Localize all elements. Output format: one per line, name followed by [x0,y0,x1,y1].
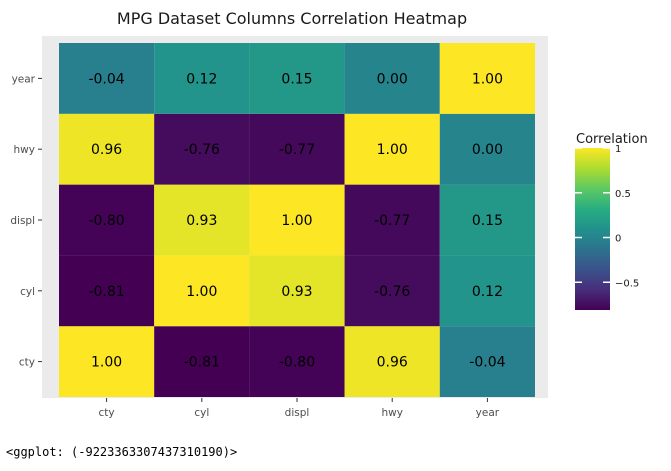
cell-label-cyl-year: 0.12 [472,284,503,300]
cell-output-text: <ggplot: (-9223363307437310190)> [6,445,238,459]
legend-tick-label-2: 0 [615,234,621,245]
cell-label-hwy-hwy: 1.00 [377,142,408,158]
heatmap-cell-year-cty [59,43,155,114]
heatmap-cells [59,43,535,397]
heatmap-cell-year-displ [249,43,345,114]
cell-label-hwy-year: 0.00 [472,142,503,158]
heatmap-cell-cty-cyl [154,326,250,397]
heatmap-cell-year-year [439,43,535,114]
heatmap-cell-cyl-cyl [154,255,250,327]
y-tick-label-displ: displ [10,215,35,227]
legend-title: Correlation [576,132,648,147]
cell-label-displ-cty: -0.80 [88,213,124,229]
heatmap-cell-cyl-cty [59,255,155,327]
heatmap-cell-displ-year [439,184,535,256]
heatmap-cell-labels: 1.00 -0.81 -0.80 0.96 -0.04 -0.81 1.00 0.93 -0.7… [88,71,505,370]
cell-label-year-displ: 0.15 [281,71,312,87]
cell-label-year-hwy: 0.00 [377,71,408,87]
heatmap-cell-displ-displ [249,184,345,256]
cell-label-cyl-cyl: 1.00 [186,284,217,300]
x-tick-label-displ: displ [285,407,310,419]
heatmap-cell-cty-year [439,326,535,397]
cell-label-cty-cty: 1.00 [91,355,122,371]
heatmap-cell-cty-hwy [344,326,440,397]
heatmap-cell-hwy-displ [249,113,345,185]
heatmap-cell-hwy-year [439,113,535,185]
heatmap-cell-cyl-displ [249,255,345,327]
cell-label-year-cyl: 0.12 [186,71,217,87]
cell-label-hwy-cyl: -0.76 [184,142,220,158]
cell-label-hwy-cty: 0.96 [91,142,122,158]
cell-label-cyl-displ: 0.93 [281,284,312,300]
cell-label-cty-hwy: 0.96 [377,355,408,371]
cell-label-hwy-displ: -0.77 [279,142,315,158]
x-tick-label-hwy: hwy [381,407,402,419]
cell-label-cyl-cty: -0.81 [88,284,124,300]
cell-label-year-year: 1.00 [472,71,503,87]
y-tick-label-cyl: cyl [20,286,35,298]
x-tick-label-year: year [476,407,500,419]
cell-label-year-cty: -0.04 [88,71,124,87]
legend-tick-label-1: 0.5 [615,189,631,200]
cell-label-cyl-hwy: -0.76 [374,284,410,300]
heatmap-cell-hwy-cyl [154,113,250,185]
cell-label-displ-hwy: -0.77 [374,213,410,229]
heatmap-cell-displ-hwy [344,184,440,256]
cell-label-cty-displ: -0.80 [279,355,315,371]
heatmap-cell-cyl-year [439,255,535,327]
heatmap-cell-year-hwy [344,43,440,114]
y-tick-label-hwy: hwy [14,144,35,156]
heatmap-cell-cty-cty [59,326,155,397]
heatmap-cell-year-cyl [154,43,250,114]
x-axis-ticks: cty cyl displ hwy year [99,398,500,419]
x-tick-label-cyl: cyl [194,407,209,419]
heatmap-cell-hwy-cty [59,113,155,185]
cell-label-displ-year: 0.15 [472,213,503,229]
cell-label-cty-cyl: -0.81 [184,355,220,371]
legend-colorbar [575,148,610,310]
cell-label-cty-year: -0.04 [469,355,505,371]
heatmap-cell-cyl-hwy [344,255,440,327]
heatmap-cell-cty-displ [249,326,345,397]
legend-tick-label-0: 1 [615,144,621,155]
x-tick-label-cty: cty [99,407,115,419]
chart-title: MPG Dataset Columns Correlation Heatmap [117,9,467,28]
y-tick-label-cty: cty [19,357,35,369]
legend-ticks: 1 0.5 0 −0.5 [575,144,639,289]
heatmap-cell-displ-cty [59,184,155,256]
cell-label-displ-displ: 1.00 [281,213,312,229]
legend-tick-label-3: −0.5 [615,278,639,289]
y-tick-label-year: year [12,73,36,85]
heatmap-cell-displ-cyl [154,184,250,256]
heatmap-chart: MPG Dataset Columns Correlation Heatmap … [10,9,648,419]
y-axis-ticks: cty cyl displ hwy year [10,73,42,369]
cell-label-displ-cyl: 0.93 [186,213,217,229]
heatmap-cell-hwy-hwy [344,113,440,185]
